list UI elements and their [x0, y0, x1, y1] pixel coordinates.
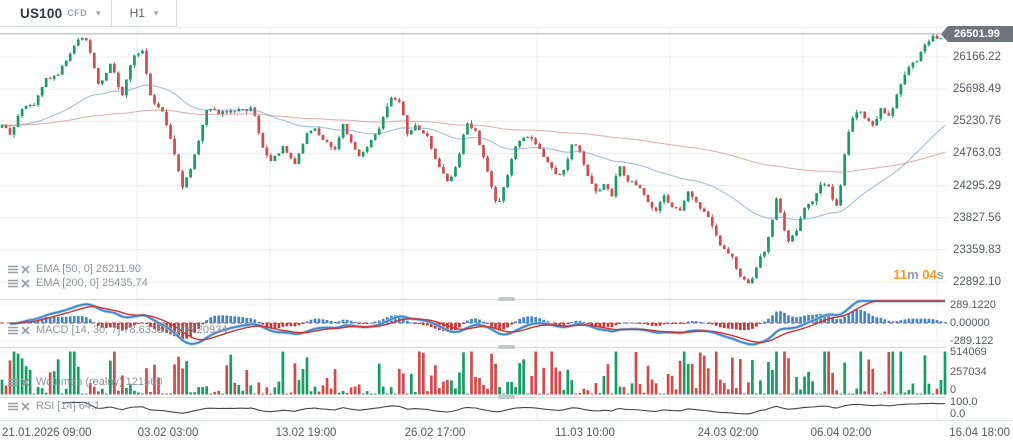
panel-resize-handle[interactable] — [498, 395, 515, 399]
macd-indicator-row: MACD [14, 30, 7] 78.63357, 106.20934 — [8, 324, 227, 336]
ema50-indicator-row: EMA [50, 0] 26211.90 — [8, 263, 141, 275]
instrument-symbol: US100 — [20, 5, 63, 21]
countdown-minutes-unit: m — [907, 267, 919, 282]
volumes-indicator-row: Wolumen (realny) 121560 — [8, 376, 162, 388]
time-tick-label: 03.02 03:00 — [137, 427, 199, 439]
panel-resize-handle[interactable] — [498, 297, 515, 301]
macd-axis-label: -289.122 — [950, 335, 994, 347]
volume-axis-label: 257034 — [950, 366, 987, 378]
countdown-minutes: 11 — [893, 267, 908, 282]
time-tick-label: 16.04 18:00 — [949, 427, 1010, 439]
indicator-label: Wolumen (realny) — [36, 376, 123, 388]
current-price-badge: 26501.99 — [941, 26, 1013, 42]
indicator-value: 26211.90 — [95, 263, 141, 275]
time-tick-label: 11.03 10:00 — [555, 427, 615, 439]
macd-axis-label: 0.00000 — [950, 317, 990, 329]
panel-separator — [0, 299, 947, 300]
rsi-axis-label: 0.0 — [950, 408, 966, 420]
time-axis-border — [0, 420, 1013, 421]
indicator-value: 78.63357, 106.20934 — [123, 324, 228, 336]
time-tick-label: 26.02 17:00 — [404, 427, 466, 439]
indicator-value: 64.1 — [78, 400, 101, 412]
rsi-indicator-row: RSI [14] 64.1 — [8, 400, 100, 412]
indicator-value: 25435.74 — [101, 277, 148, 289]
timeframe-label: H1 — [129, 6, 145, 20]
indicator-remove-icon[interactable] — [21, 377, 30, 387]
time-tick-label: 24.03 02:00 — [697, 427, 759, 439]
chart-toolbar: US100 CFD ▾ H1 ▾ — [0, 0, 177, 27]
rsi-axis-label: 100.0 — [950, 396, 978, 408]
price-tick-label: 22892.10 — [953, 276, 1001, 288]
macd-axis-label: 289.1220 — [950, 299, 996, 311]
countdown-seconds-unit: s — [936, 267, 944, 282]
indicator-label: EMA [200, 0] — [36, 277, 99, 289]
instrument-selector[interactable]: US100 CFD ▾ — [0, 0, 112, 27]
chevron-down-icon: ▾ — [95, 7, 101, 18]
instrument-type-label: CFD — [67, 8, 87, 18]
chevron-down-icon: ▾ — [153, 7, 159, 18]
header-divider — [177, 27, 947, 28]
current-price-value: 26501.99 — [954, 28, 1000, 40]
indicator-settings-icon[interactable] — [8, 378, 18, 387]
price-tick-label: 25230.76 — [953, 115, 1001, 128]
price-tick-label: 23827.56 — [953, 211, 1001, 224]
indicator-label: EMA [50, 0] — [36, 263, 93, 275]
panel-separator — [0, 397, 947, 398]
price-tick-label: 25698.49 — [953, 83, 1001, 96]
indicator-settings-icon[interactable] — [8, 279, 18, 288]
indicator-settings-icon[interactable] — [8, 326, 18, 335]
countdown-seconds: 04 — [922, 267, 937, 282]
indicator-settings-icon[interactable] — [8, 402, 18, 411]
indicator-remove-icon[interactable] — [21, 401, 30, 411]
indicator-remove-icon[interactable] — [21, 264, 30, 274]
indicator-settings-icon[interactable] — [8, 265, 18, 274]
price-tick-label: 24763.03 — [953, 147, 1001, 160]
panel-separator — [0, 347, 947, 348]
time-tick-label: 21.01.2026 09:00 — [2, 427, 92, 439]
indicator-remove-icon[interactable] — [21, 278, 30, 288]
time-tick-label: 13.02 19:00 — [275, 427, 337, 439]
indicator-label: RSI [14] — [36, 400, 76, 412]
indicator-remove-icon[interactable] — [21, 325, 30, 335]
panel-resize-handle[interactable] — [498, 345, 515, 349]
price-tick-label: 23359.83 — [953, 243, 1001, 256]
time-tick-label: 06.04 02:00 — [810, 427, 872, 439]
volume-axis-label: 0 — [950, 384, 957, 396]
price-tick-label: 24295.29 — [953, 179, 1001, 192]
price-tick-label: 26166.22 — [953, 51, 1001, 63]
volume-axis-label: 514069 — [950, 346, 987, 358]
indicator-label: MACD [14, 30, 7] — [36, 324, 121, 336]
ema200-indicator-row: EMA [200, 0] 25435.74 — [8, 277, 148, 289]
candle-countdown: 11m 04s — [893, 267, 944, 282]
timeframe-selector[interactable]: H1 ▾ — [112, 0, 177, 27]
indicator-value: 121560 — [125, 376, 163, 388]
